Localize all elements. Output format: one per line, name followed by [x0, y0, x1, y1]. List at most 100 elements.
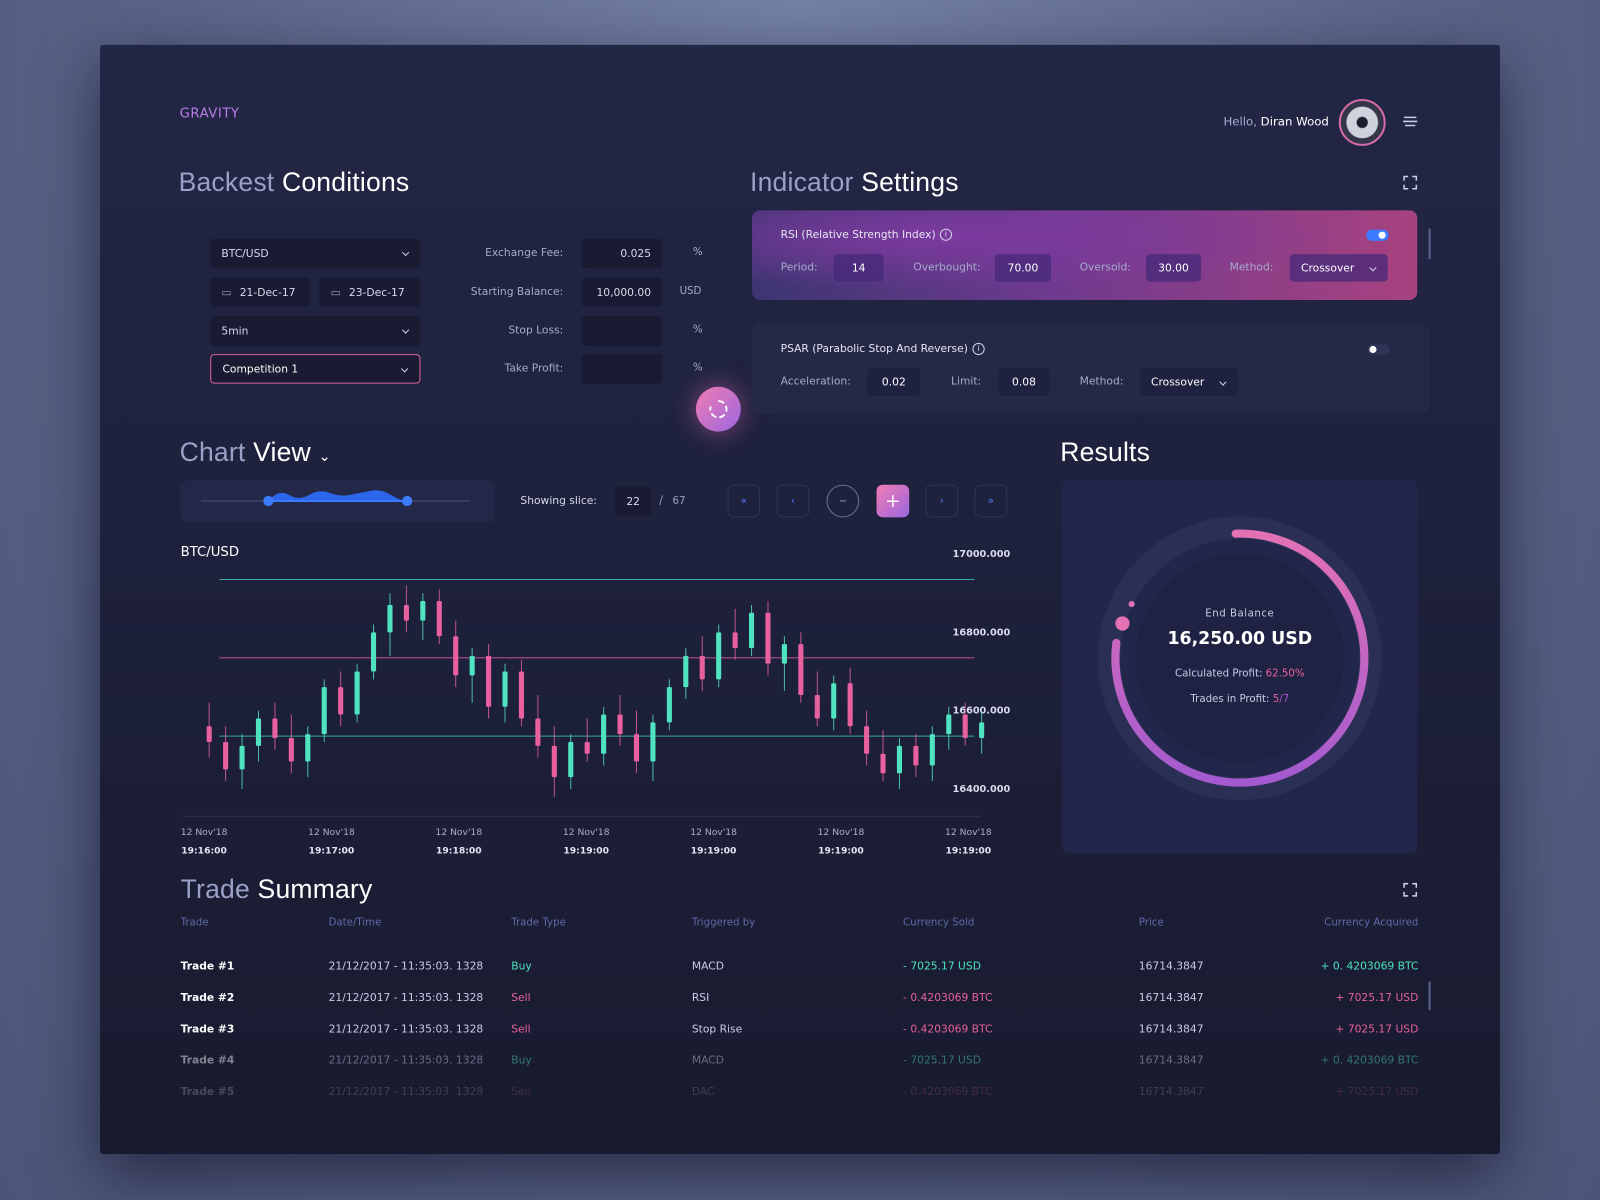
- greeting: Hello, Diran Wood: [1223, 114, 1328, 128]
- candle-body: [502, 671, 508, 707]
- method-select[interactable]: Crossover: [1289, 254, 1388, 282]
- table-cell: 16714.3847: [1138, 1054, 1204, 1067]
- candle-body: [601, 714, 607, 754]
- expand-icon[interactable]: [1403, 882, 1418, 897]
- calendar-icon: ▭: [221, 286, 232, 299]
- competition-select[interactable]: Competition 1: [210, 354, 421, 384]
- x-tick-date: 12 Nov'18: [308, 827, 355, 838]
- select-value: BTC/USD: [221, 247, 269, 260]
- title-light: Trade: [180, 873, 250, 905]
- table-cell: + 0. 4203069 BTC: [1320, 1054, 1419, 1067]
- table-cell: + 7025.17 USD: [1335, 1023, 1419, 1036]
- title-light: Backest: [178, 166, 275, 197]
- param-label: Overbought:: [913, 261, 981, 274]
- indicator-toggle[interactable]: [1366, 229, 1389, 241]
- table-header: Trade Type: [511, 917, 566, 929]
- table-cell[interactable]: Trade #2: [180, 991, 235, 1004]
- param-input[interactable]: 30.00: [1145, 254, 1202, 282]
- table-cell[interactable]: Trade #3: [180, 1023, 235, 1036]
- candle-body: [732, 632, 738, 649]
- date-from[interactable]: ▭ 21-Dec-17: [210, 277, 311, 308]
- param-label: Acceleration:: [780, 375, 851, 388]
- candle-body: [929, 734, 935, 766]
- candle-body: [781, 644, 787, 664]
- indicator-toggle[interactable]: [1367, 343, 1390, 356]
- table-cell: 21/12/2017 - 11:35:03. 1328: [328, 1085, 484, 1099]
- first-button[interactable]: «: [727, 484, 761, 518]
- field-input[interactable]: 0.025: [581, 238, 663, 269]
- run-button[interactable]: [695, 386, 741, 432]
- table-cell: + 7025.17 USD: [1335, 1085, 1419, 1099]
- table-cell: Sell: [511, 1085, 531, 1099]
- candle-body: [354, 671, 360, 715]
- zoom-out-button[interactable]: −: [826, 484, 860, 518]
- next-button[interactable]: ›: [925, 484, 959, 518]
- field-label: Exchange Fee:: [485, 246, 564, 260]
- table-cell[interactable]: Trade #5: [180, 1085, 235, 1099]
- slice-separator: /: [659, 493, 663, 508]
- table-cell: 16714.3847: [1138, 960, 1204, 973]
- section-title: Indicator Settings: [750, 166, 959, 198]
- candle-body: [486, 655, 492, 707]
- param-label: Limit:: [951, 375, 982, 388]
- field-input[interactable]: [581, 354, 663, 384]
- table-cell: 21/12/2017 - 11:35:03. 1328: [328, 1023, 484, 1036]
- last-button[interactable]: »: [974, 484, 1008, 518]
- avatar[interactable]: [1338, 98, 1386, 146]
- param-input[interactable]: 70.00: [994, 254, 1052, 282]
- candle-body: [239, 745, 245, 770]
- prev-button[interactable]: ‹: [776, 484, 810, 518]
- section-title: Results: [1060, 436, 1151, 468]
- field-unit: %: [692, 246, 703, 259]
- candle-body: [979, 722, 985, 739]
- info-icon[interactable]: i: [939, 228, 953, 241]
- info-icon[interactable]: i: [972, 342, 985, 356]
- table-cell: Sell: [511, 991, 531, 1004]
- candle-body: [518, 671, 525, 719]
- method-select[interactable]: Crossover: [1139, 368, 1238, 396]
- range-slider[interactable]: [180, 480, 494, 523]
- field-label: Starting Balance:: [470, 285, 564, 298]
- dropdown-chevron[interactable]: ⌄: [318, 447, 331, 465]
- candle-body: [551, 745, 557, 778]
- field-input[interactable]: [581, 316, 663, 346]
- y-tick-label: 16800.000: [953, 627, 1011, 638]
- section-title: Trade Summary: [181, 873, 373, 905]
- chart-title: BTC/USD: [181, 545, 239, 560]
- candle-body: [617, 714, 623, 735]
- candlestick-chart: BTC/USD 17000.00016800.00016600.00016400…: [181, 545, 1011, 857]
- end-balance-label: End Balance: [1205, 608, 1275, 620]
- slice-input[interactable]: 22: [615, 486, 652, 517]
- param-label: Period:: [780, 261, 818, 274]
- table-header: Trade: [180, 917, 209, 929]
- x-tick-time: 19:18:00: [436, 846, 482, 857]
- candle-body: [370, 632, 377, 672]
- candle-body: [814, 694, 820, 719]
- table-cell[interactable]: Trade #1: [180, 960, 235, 973]
- param-input[interactable]: 0.02: [867, 368, 921, 396]
- menu-icon[interactable]: [1402, 115, 1418, 127]
- x-tick-time: 19:17:00: [309, 846, 355, 857]
- param-input[interactable]: 0.08: [997, 368, 1050, 396]
- param-input[interactable]: 14: [833, 254, 884, 282]
- table-cell: + 0. 4203069 BTC: [1320, 960, 1419, 973]
- x-tick-date: 12 Nov'18: [563, 827, 610, 838]
- zoom-in-button[interactable]: +: [876, 484, 910, 518]
- toggle-knob: [1369, 345, 1377, 354]
- x-tick-date: 12 Nov'18: [945, 827, 992, 838]
- table-cell: 21/12/2017 - 11:35:03. 1328: [328, 1054, 484, 1067]
- table-cell[interactable]: Trade #4: [180, 1054, 235, 1067]
- y-tick-label: 16400.000: [953, 784, 1011, 795]
- date-to[interactable]: ▭ 23-Dec-17: [319, 277, 421, 308]
- field-input[interactable]: 10,000.00: [581, 277, 663, 308]
- candle-body: [272, 718, 278, 739]
- x-tick-time: 19:19:00: [691, 846, 737, 857]
- interval-select[interactable]: 5min: [210, 316, 421, 346]
- brand[interactable]: GRAVITY: [179, 106, 240, 122]
- candle-body: [962, 714, 968, 739]
- pair-select[interactable]: BTC/USD: [210, 238, 421, 269]
- user-name[interactable]: Diran Wood: [1260, 114, 1329, 129]
- expand-icon[interactable]: [1403, 175, 1418, 190]
- candle-body: [748, 612, 755, 649]
